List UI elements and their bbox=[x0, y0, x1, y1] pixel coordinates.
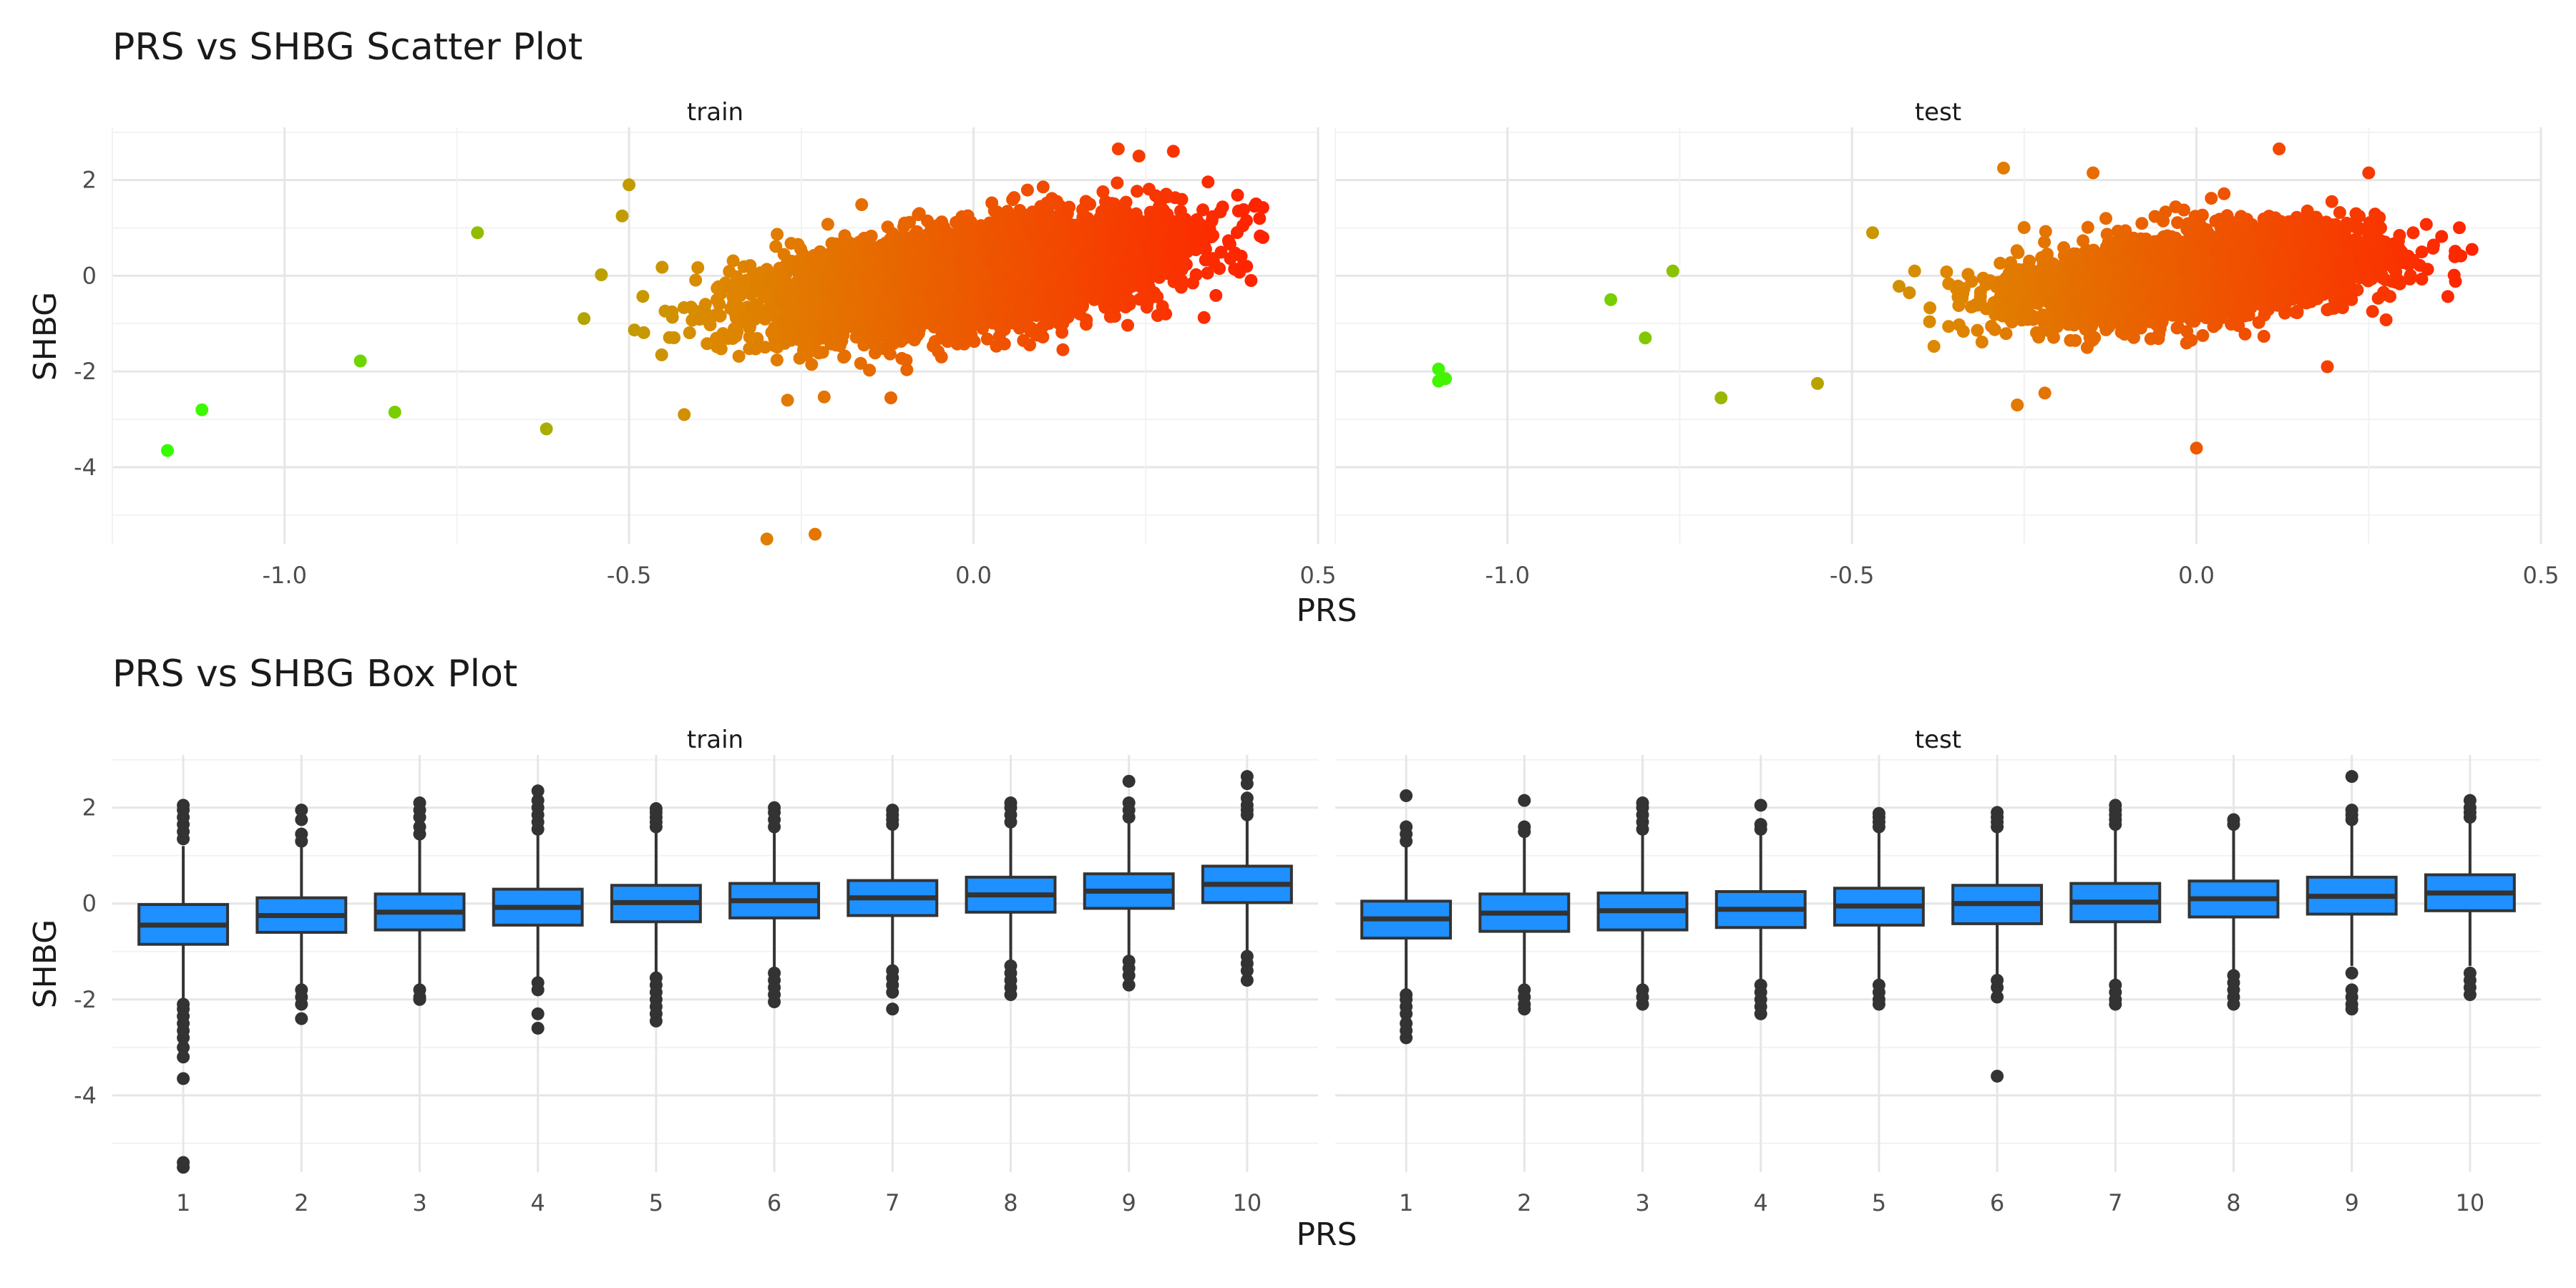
scatter-test-x-tick-label: 0.5 bbox=[2523, 562, 2560, 589]
scatter-point bbox=[927, 339, 940, 353]
scatter-point bbox=[1159, 307, 1173, 321]
scatter-point bbox=[925, 222, 939, 235]
scatter-point bbox=[912, 208, 925, 221]
scatter-point bbox=[1056, 343, 1070, 356]
scatter-point bbox=[658, 304, 672, 318]
scatter-point bbox=[1111, 176, 1124, 190]
scatter-point bbox=[1142, 182, 1156, 196]
scatter-point bbox=[595, 268, 608, 281]
scatter-point bbox=[726, 254, 740, 268]
scatter-point bbox=[691, 261, 705, 274]
scatter-point bbox=[1229, 246, 1242, 260]
scatter-point bbox=[769, 240, 783, 253]
scatter-point bbox=[770, 353, 784, 367]
scatter-train-points bbox=[161, 142, 1269, 546]
scatter-point bbox=[1096, 185, 1110, 198]
scatter-point bbox=[1244, 274, 1258, 287]
scatter-test-x-tick-label: -1.0 bbox=[1485, 562, 1529, 589]
scatter-point bbox=[838, 349, 852, 363]
scatter-point bbox=[863, 364, 877, 377]
scatter-point bbox=[1017, 333, 1030, 347]
scatter-point bbox=[1113, 209, 1126, 223]
scatter-point bbox=[1161, 208, 1174, 221]
scatter-point bbox=[628, 323, 641, 337]
scatter-train-x-tick-label: -1.0 bbox=[262, 562, 306, 589]
scatter-point bbox=[957, 337, 971, 351]
scatter-point bbox=[636, 290, 650, 303]
scatter-point bbox=[663, 331, 676, 344]
scatter-point bbox=[1209, 288, 1223, 302]
box-plot-title: PRS vs SHBG Box Plot bbox=[112, 653, 518, 696]
scatter-point bbox=[777, 248, 791, 261]
scatter-point bbox=[711, 281, 724, 295]
scatter-point bbox=[799, 348, 812, 362]
scatter-point bbox=[1213, 262, 1226, 275]
scatter-train-x-tick-label: 0.0 bbox=[955, 562, 992, 589]
scatter-train-x-tick-label: -0.5 bbox=[607, 562, 651, 589]
scatter-point bbox=[980, 332, 994, 346]
scatter-point bbox=[655, 260, 669, 274]
scatter-point bbox=[1201, 175, 1215, 189]
scatter-point bbox=[714, 342, 728, 356]
scatter-point bbox=[771, 228, 784, 241]
scatter-point bbox=[869, 346, 882, 360]
scatter-point bbox=[1020, 183, 1034, 197]
scatter-test-facet-label: test bbox=[1915, 98, 1961, 127]
scatter-test-x-tick-label: -0.5 bbox=[1830, 562, 1874, 589]
scatter-point bbox=[1197, 311, 1211, 324]
scatter-point bbox=[768, 339, 781, 353]
scatter-point bbox=[864, 238, 877, 251]
scatter-point bbox=[1233, 265, 1246, 279]
scatter-point bbox=[1206, 210, 1219, 223]
scatter-point bbox=[1134, 228, 1148, 242]
scatter-point bbox=[791, 238, 805, 251]
scatter-point bbox=[743, 331, 756, 343]
scatter-train-x-tick-label: 0.5 bbox=[1300, 562, 1337, 589]
scatter-point bbox=[817, 390, 831, 404]
scatter-plot-title: PRS vs SHBG Scatter Plot bbox=[112, 26, 583, 69]
scatter-point bbox=[577, 312, 591, 326]
scatter-point bbox=[1036, 180, 1050, 194]
scatter-train-facet-label: train bbox=[687, 98, 743, 127]
scatter-point bbox=[722, 329, 736, 343]
scatter-point bbox=[1236, 203, 1250, 216]
scatter-point bbox=[950, 215, 963, 229]
scatter-point bbox=[655, 348, 668, 361]
scatter-point bbox=[1006, 193, 1020, 206]
scatter-test-x-tick-label: 0.0 bbox=[2178, 562, 2215, 589]
scatter-point bbox=[1131, 185, 1143, 198]
scatter-point bbox=[701, 337, 714, 351]
scatter-point bbox=[855, 198, 869, 211]
scatter-point bbox=[821, 218, 834, 231]
scatter-point bbox=[684, 301, 698, 314]
scatter-point bbox=[814, 245, 826, 258]
scatter-point bbox=[683, 326, 696, 339]
scatter-point bbox=[1073, 307, 1086, 321]
scatter-point bbox=[689, 273, 703, 287]
scatter-point bbox=[1161, 190, 1174, 203]
scatter-point bbox=[898, 216, 912, 230]
scatter-point bbox=[732, 349, 746, 363]
scatter-point bbox=[713, 298, 726, 311]
scatter-point bbox=[1201, 266, 1214, 280]
scatter-point bbox=[1121, 318, 1134, 332]
scatter-point bbox=[769, 306, 783, 318]
